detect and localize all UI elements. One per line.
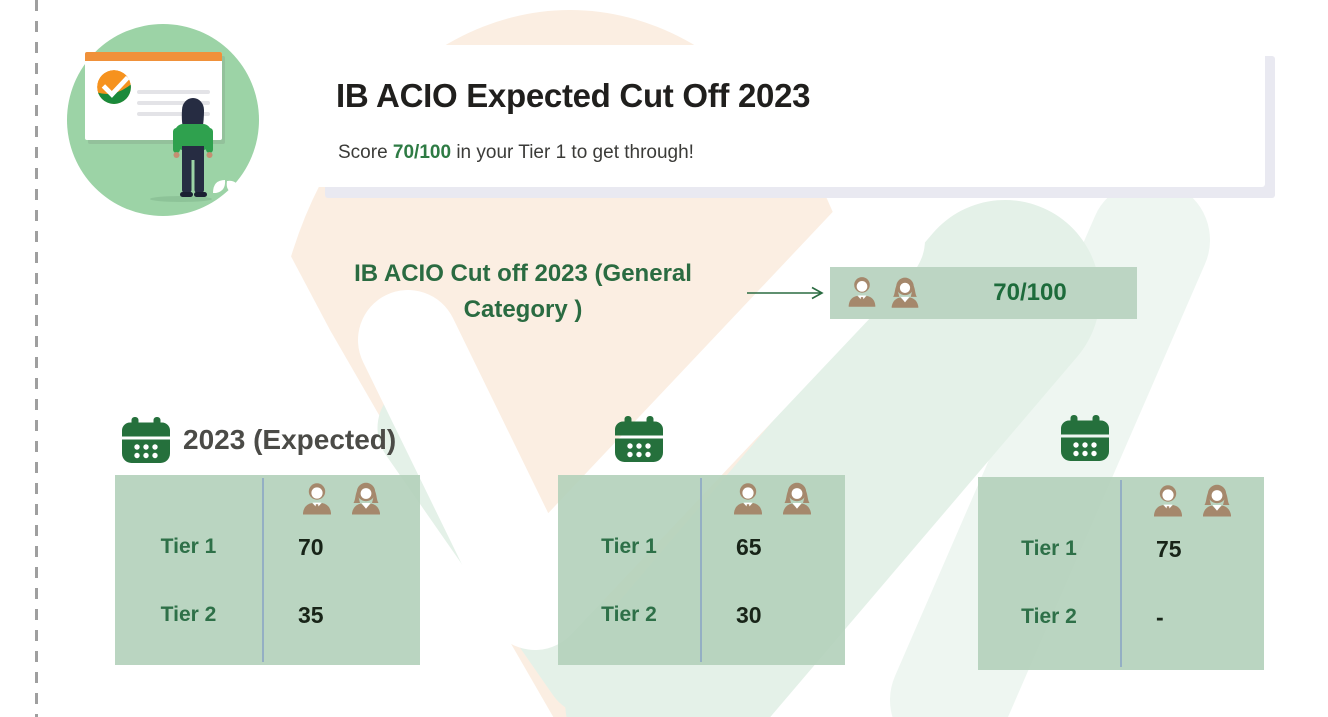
score-column: 70 35 <box>262 475 420 665</box>
tier-label: Tier 2 <box>601 603 657 626</box>
header-card: IB ACIO Expected Cut Off 2023 Score 70/1… <box>315 45 1265 187</box>
general-category-label-line1: IB ACIO Cut off 2023 (General <box>354 260 692 287</box>
table2-header <box>615 416 663 462</box>
general-category-label-line2: Category ) <box>463 296 583 323</box>
table-divider <box>262 478 264 662</box>
male-female-icons <box>262 480 420 520</box>
male-person-icon <box>728 480 768 520</box>
female-person-icon <box>346 480 386 520</box>
text-line-decoration <box>137 101 210 105</box>
whiteboard-top-bar <box>85 52 222 61</box>
subtitle-suffix: in your Tier 1 to get through! <box>451 142 694 163</box>
tier-value: 75 <box>1156 536 1182 562</box>
table-divider <box>700 478 702 662</box>
cutoff-table-2: Tier 1 Tier 2 65 30 <box>558 475 845 665</box>
right-arrow-icon <box>747 286 824 300</box>
page-title: IB ACIO Expected Cut Off 2023 <box>336 77 811 114</box>
subtitle-prefix: Score <box>338 142 393 163</box>
text-line-decoration <box>137 90 210 94</box>
tier-label: Tier 1 <box>601 535 657 558</box>
year-label: 2023 (Expected) <box>183 424 397 455</box>
general-category-label: IB ACIO Cut off 2023 (General Category ) <box>340 256 706 328</box>
tier-column: Tier 1 Tier 2 <box>978 477 1120 670</box>
cutoff-table-2023-expected: Tier 1 Tier 2 70 35 <box>115 475 420 665</box>
brand-checkmark-logo-icon <box>96 69 132 105</box>
badge-score: 70/100 <box>993 279 1067 306</box>
tier-value: 65 <box>736 534 762 560</box>
calendar-icon <box>122 417 170 463</box>
tier-label: Tier 2 <box>1021 605 1077 628</box>
tier-label: Tier 1 <box>160 535 217 558</box>
score-column: 75 - <box>1120 477 1264 670</box>
text-line-decoration <box>137 112 210 116</box>
score-column: 65 30 <box>700 475 845 665</box>
subtitle-score: 70/100 <box>392 142 452 163</box>
tier-column: Tier 1 Tier 2 <box>558 475 700 665</box>
tier-column: Tier 1 Tier 2 <box>115 475 262 665</box>
person-ground-shadow <box>150 196 212 202</box>
female-person-icon <box>886 275 924 313</box>
header-subtitle: Score 70/100 in your Tier 1 to get throu… <box>338 142 694 164</box>
male-female-icons <box>1120 482 1264 522</box>
tier-label: Tier 1 <box>1021 537 1077 560</box>
table-divider <box>1120 480 1122 667</box>
table3-header <box>1061 415 1109 461</box>
male-person-icon <box>297 480 337 520</box>
left-dashed-border <box>35 0 38 717</box>
female-person-icon <box>1197 482 1237 522</box>
table1-header: 2023 (Expected) <box>122 417 396 463</box>
standing-person-illustration <box>173 98 213 197</box>
white-gap-band <box>358 190 925 650</box>
general-cutoff-badge: 70/100 <box>830 267 1137 319</box>
tier-label: Tier 2 <box>160 603 217 626</box>
male-person-icon <box>843 274 881 312</box>
calendar-icon <box>1061 415 1109 461</box>
female-person-icon <box>777 480 817 520</box>
male-person-icon <box>1148 482 1188 522</box>
calendar-icon <box>615 416 663 462</box>
cutoff-table-3: Tier 1 Tier 2 75 - <box>978 477 1264 670</box>
tier-value: 70 <box>298 534 324 560</box>
tier-value: 30 <box>736 602 762 628</box>
male-female-icons <box>700 480 845 520</box>
leaf-decoration <box>213 180 240 194</box>
tier-value: 35 <box>298 602 324 628</box>
tier-value: - <box>1156 604 1164 630</box>
